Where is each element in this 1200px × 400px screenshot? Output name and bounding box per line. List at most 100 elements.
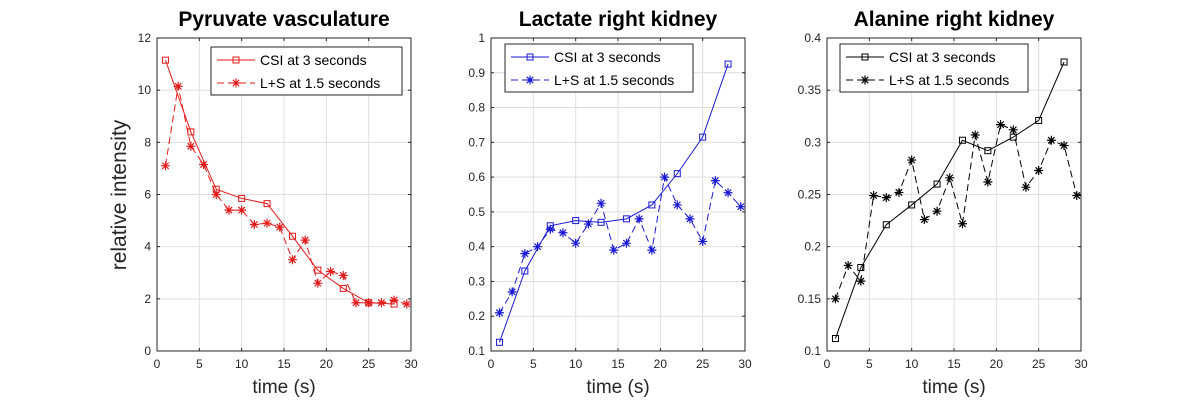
x-tick-label: 10 — [569, 357, 583, 371]
x-axis-label: time (s) — [252, 377, 315, 398]
legend-marker — [860, 75, 870, 85]
data-point — [507, 287, 517, 297]
series-ls — [494, 172, 746, 318]
data-point — [660, 172, 670, 182]
y-tick-label: 0.8 — [468, 101, 485, 115]
legend-label: CSI at 3 seconds — [554, 49, 661, 65]
data-point — [933, 180, 941, 188]
x-tick-label: 5 — [196, 357, 203, 371]
y-tick-label: 0.3 — [468, 274, 485, 288]
data-point — [287, 255, 297, 265]
data-point — [237, 205, 247, 215]
data-point — [932, 206, 942, 216]
legend-label: L+S at 1.5 seconds — [260, 75, 380, 91]
data-point — [673, 170, 681, 178]
x-tick-label: 25 — [696, 357, 710, 371]
data-point — [224, 205, 234, 215]
data-point — [199, 160, 209, 170]
data-point — [919, 215, 929, 225]
data-point — [1060, 58, 1068, 66]
data-point — [894, 187, 904, 197]
legend-label: L+S at 1.5 seconds — [889, 72, 1009, 88]
data-point — [908, 201, 916, 209]
y-tick-label: 0.7 — [468, 135, 485, 149]
data-point — [495, 338, 503, 346]
y-tick-label: 0.1 — [804, 344, 821, 358]
legend: CSI at 3 seconds L+S at 1.5 seconds — [210, 46, 403, 96]
legend-marker — [526, 53, 534, 61]
y-tick-label: 0.4 — [804, 31, 821, 45]
chart-panel-1: 0 5 10 15 20 25 30 0 2 4 6 8 10 12 Pyruvate vasculatur… — [138, 8, 418, 398]
data-point — [314, 266, 322, 274]
y-tick-label: 0.25 — [798, 188, 822, 202]
data-point — [521, 267, 529, 275]
data-point — [326, 266, 336, 276]
y-tick-label: 0.6 — [468, 170, 485, 184]
data-point — [699, 133, 707, 141]
legend-box — [839, 43, 1029, 93]
y-tick-label: 0.35 — [798, 83, 822, 97]
data-point — [494, 308, 504, 318]
data-point — [856, 276, 866, 286]
data-point — [621, 238, 631, 248]
x-tick-label: 20 — [654, 357, 668, 371]
series-csi — [831, 58, 1068, 342]
y-tick-label: 8 — [144, 135, 151, 149]
data-point — [520, 249, 530, 259]
data-point — [647, 245, 657, 255]
data-point — [161, 56, 169, 64]
x-tick-label: 15 — [611, 357, 625, 371]
data-point — [1034, 166, 1044, 176]
data-point — [945, 173, 955, 183]
legend: CSI at 3 seconds L+S at 1.5 seconds — [504, 43, 694, 93]
y-tick-label: 0.15 — [798, 292, 822, 306]
data-point — [186, 141, 196, 151]
data-point — [558, 228, 568, 238]
y-tick-label: 10 — [138, 83, 152, 97]
series-line — [164, 86, 407, 305]
data-point — [843, 260, 853, 270]
legend-marker — [231, 78, 241, 88]
x-tick-label: 30 — [1074, 357, 1088, 371]
data-point — [338, 270, 348, 280]
x-tick-label: 0 — [824, 357, 831, 371]
data-point — [1046, 135, 1056, 145]
data-point — [339, 284, 347, 292]
data-point — [596, 198, 606, 208]
data-point — [583, 219, 593, 229]
chart-panel-2: 0 5 10 15 20 25 30 0.1 0.2 0.3 0.4 0.5 0.6 0.7 0.8 0.9 1… — [468, 8, 752, 398]
data-point — [882, 221, 890, 229]
y-axis-label: relative intensity — [108, 119, 131, 270]
y-tick-label: 0.5 — [468, 205, 485, 219]
data-point — [857, 264, 865, 272]
data-point — [1021, 182, 1031, 192]
series-ls — [160, 81, 412, 309]
data-point — [724, 60, 732, 68]
data-point — [1035, 116, 1043, 124]
data-point — [402, 299, 412, 309]
data-point — [288, 232, 296, 240]
data-point — [723, 188, 733, 198]
y-tick-label: 0.4 — [468, 240, 485, 254]
data-point — [572, 217, 580, 225]
data-point — [983, 177, 993, 187]
data-point — [609, 245, 619, 255]
data-point — [881, 193, 891, 203]
x-tick-label: 15 — [947, 357, 961, 371]
data-point — [957, 219, 967, 229]
legend-marker — [232, 56, 240, 64]
series-ls — [830, 120, 1082, 304]
legend-label: CSI at 3 seconds — [889, 49, 996, 65]
y-tick-label: 6 — [144, 188, 151, 202]
x-tick-label: 10 — [905, 357, 919, 371]
data-point — [263, 200, 271, 208]
data-point — [698, 236, 708, 246]
series-line — [834, 61, 1065, 339]
x-tick-label: 25 — [1032, 357, 1046, 371]
data-point — [376, 298, 386, 308]
data-point — [634, 214, 644, 224]
chart-title: Alanine right kidney — [854, 8, 1055, 31]
data-point — [685, 214, 695, 224]
legend-box — [210, 46, 403, 96]
